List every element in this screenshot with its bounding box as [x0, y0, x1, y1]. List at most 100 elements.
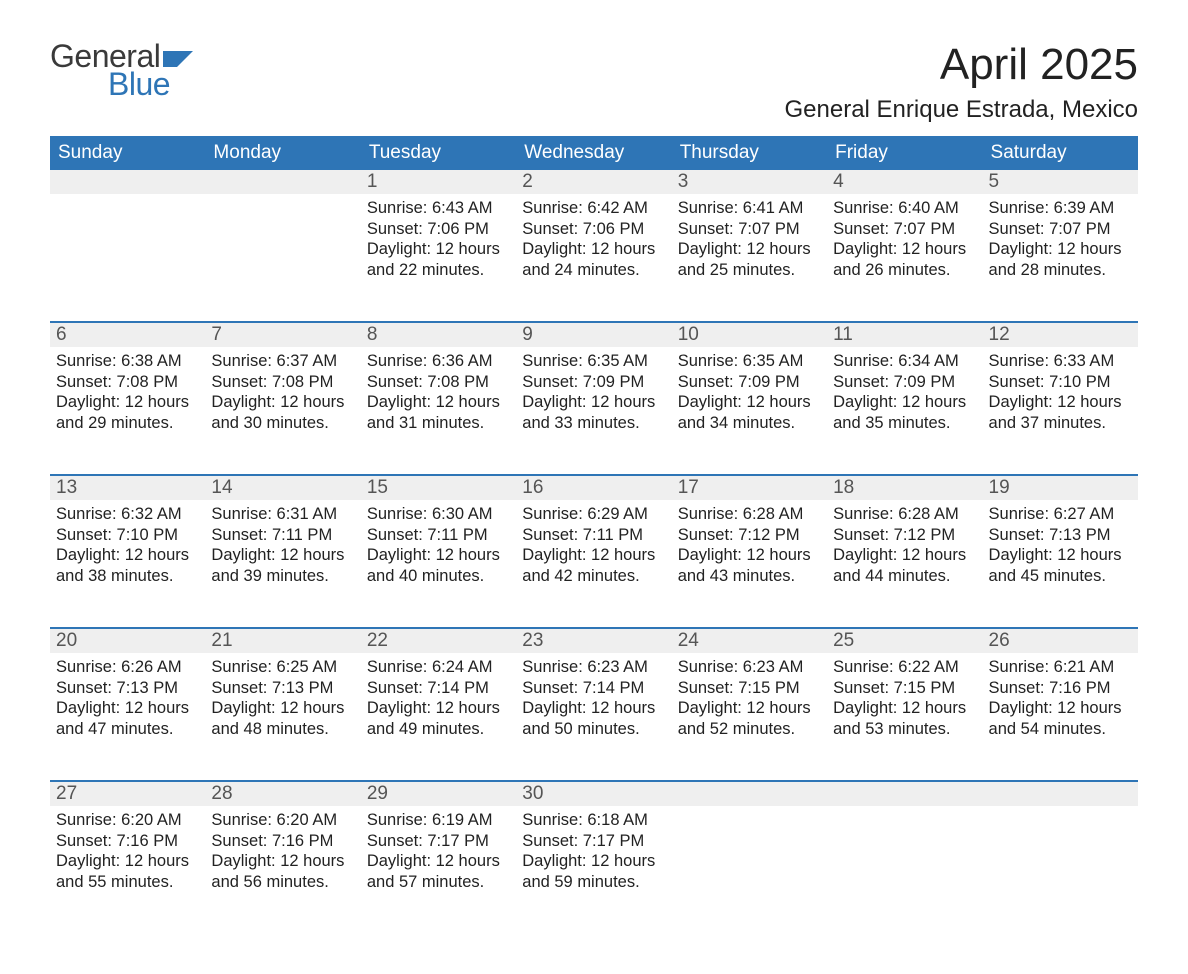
daylight-line: Daylight: 12 hours: [833, 698, 976, 719]
day-number-cell: 7: [205, 323, 360, 347]
day-content: Sunrise: 6:27 AMSunset: 7:13 PMDaylight:…: [983, 500, 1138, 591]
sunrise-line: Sunrise: 6:35 AM: [678, 351, 821, 372]
daylight-line: and 38 minutes.: [56, 566, 199, 587]
sunrise-line: Sunrise: 6:18 AM: [522, 810, 665, 831]
daylight-line: and 54 minutes.: [989, 719, 1132, 740]
day-number-cell: [205, 170, 360, 194]
daylight-line: Daylight: 12 hours: [678, 698, 821, 719]
daylight-line: Daylight: 12 hours: [367, 239, 510, 260]
sunset-line: Sunset: 7:08 PM: [211, 372, 354, 393]
weekday-header: Wednesday: [516, 136, 671, 170]
weekday-header: Thursday: [672, 136, 827, 170]
daylight-line: Daylight: 12 hours: [989, 392, 1132, 413]
daylight-line: Daylight: 12 hours: [833, 392, 976, 413]
day-content: Sunrise: 6:29 AMSunset: 7:11 PMDaylight:…: [516, 500, 671, 591]
daylight-line: and 47 minutes.: [56, 719, 199, 740]
day-cell: Sunrise: 6:35 AMSunset: 7:09 PMDaylight:…: [672, 347, 827, 475]
weekday-header: Friday: [827, 136, 982, 170]
daylight-line: and 59 minutes.: [522, 872, 665, 893]
day-content-row: Sunrise: 6:43 AMSunset: 7:06 PMDaylight:…: [50, 194, 1138, 322]
day-content: Sunrise: 6:22 AMSunset: 7:15 PMDaylight:…: [827, 653, 982, 744]
day-content: Sunrise: 6:35 AMSunset: 7:09 PMDaylight:…: [672, 347, 827, 438]
daylight-line: Daylight: 12 hours: [522, 545, 665, 566]
day-cell: Sunrise: 6:30 AMSunset: 7:11 PMDaylight:…: [361, 500, 516, 628]
daylight-line: Daylight: 12 hours: [367, 851, 510, 872]
sunrise-line: Sunrise: 6:20 AM: [211, 810, 354, 831]
day-cell: Sunrise: 6:23 AMSunset: 7:15 PMDaylight:…: [672, 653, 827, 781]
day-cell: Sunrise: 6:43 AMSunset: 7:06 PMDaylight:…: [361, 194, 516, 322]
day-content: Sunrise: 6:33 AMSunset: 7:10 PMDaylight:…: [983, 347, 1138, 438]
daylight-line: and 53 minutes.: [833, 719, 976, 740]
day-content: Sunrise: 6:42 AMSunset: 7:06 PMDaylight:…: [516, 194, 671, 285]
sunrise-line: Sunrise: 6:26 AM: [56, 657, 199, 678]
day-cell: [50, 194, 205, 322]
day-number-cell: 25: [827, 629, 982, 653]
sunset-line: Sunset: 7:13 PM: [56, 678, 199, 699]
daylight-line: Daylight: 12 hours: [211, 392, 354, 413]
daylight-line: Daylight: 12 hours: [367, 545, 510, 566]
daylight-line: and 40 minutes.: [367, 566, 510, 587]
sunset-line: Sunset: 7:14 PM: [367, 678, 510, 699]
day-cell: Sunrise: 6:38 AMSunset: 7:08 PMDaylight:…: [50, 347, 205, 475]
daylight-line: Daylight: 12 hours: [211, 545, 354, 566]
day-cell: Sunrise: 6:39 AMSunset: 7:07 PMDaylight:…: [983, 194, 1138, 322]
sunrise-line: Sunrise: 6:21 AM: [989, 657, 1132, 678]
daylight-line: and 22 minutes.: [367, 260, 510, 281]
day-content: Sunrise: 6:36 AMSunset: 7:08 PMDaylight:…: [361, 347, 516, 438]
day-cell: [983, 806, 1138, 934]
day-number-cell: 17: [672, 476, 827, 500]
daylight-line: Daylight: 12 hours: [56, 851, 199, 872]
day-number-cell: 9: [516, 323, 671, 347]
day-cell: Sunrise: 6:18 AMSunset: 7:17 PMDaylight:…: [516, 806, 671, 934]
header: General Blue April 2025 General Enrique …: [50, 40, 1138, 124]
day-content: Sunrise: 6:32 AMSunset: 7:10 PMDaylight:…: [50, 500, 205, 591]
day-cell: Sunrise: 6:28 AMSunset: 7:12 PMDaylight:…: [827, 500, 982, 628]
sunset-line: Sunset: 7:10 PM: [56, 525, 199, 546]
day-cell: Sunrise: 6:21 AMSunset: 7:16 PMDaylight:…: [983, 653, 1138, 781]
day-number-cell: 23: [516, 629, 671, 653]
day-cell: Sunrise: 6:41 AMSunset: 7:07 PMDaylight:…: [672, 194, 827, 322]
weekday-header: Tuesday: [361, 136, 516, 170]
sunset-line: Sunset: 7:07 PM: [989, 219, 1132, 240]
day-content-row: Sunrise: 6:38 AMSunset: 7:08 PMDaylight:…: [50, 347, 1138, 475]
sunrise-line: Sunrise: 6:24 AM: [367, 657, 510, 678]
day-cell: Sunrise: 6:19 AMSunset: 7:17 PMDaylight:…: [361, 806, 516, 934]
day-number-row: 27282930: [50, 782, 1138, 806]
daylight-line: and 28 minutes.: [989, 260, 1132, 281]
day-content: Sunrise: 6:43 AMSunset: 7:06 PMDaylight:…: [361, 194, 516, 285]
daylight-line: Daylight: 12 hours: [678, 392, 821, 413]
sunset-line: Sunset: 7:16 PM: [56, 831, 199, 852]
day-content-row: Sunrise: 6:20 AMSunset: 7:16 PMDaylight:…: [50, 806, 1138, 934]
day-cell: Sunrise: 6:22 AMSunset: 7:15 PMDaylight:…: [827, 653, 982, 781]
sunset-line: Sunset: 7:11 PM: [522, 525, 665, 546]
day-cell: Sunrise: 6:20 AMSunset: 7:16 PMDaylight:…: [50, 806, 205, 934]
daylight-line: and 50 minutes.: [522, 719, 665, 740]
sunrise-line: Sunrise: 6:23 AM: [522, 657, 665, 678]
day-number-cell: [50, 170, 205, 194]
sunrise-line: Sunrise: 6:35 AM: [522, 351, 665, 372]
day-content: Sunrise: 6:25 AMSunset: 7:13 PMDaylight:…: [205, 653, 360, 744]
daylight-line: Daylight: 12 hours: [56, 545, 199, 566]
sunset-line: Sunset: 7:13 PM: [989, 525, 1132, 546]
day-cell: Sunrise: 6:20 AMSunset: 7:16 PMDaylight:…: [205, 806, 360, 934]
daylight-line: and 29 minutes.: [56, 413, 199, 434]
sunset-line: Sunset: 7:12 PM: [678, 525, 821, 546]
daylight-line: Daylight: 12 hours: [522, 392, 665, 413]
daylight-line: Daylight: 12 hours: [211, 851, 354, 872]
day-content: Sunrise: 6:26 AMSunset: 7:13 PMDaylight:…: [50, 653, 205, 744]
daylight-line: Daylight: 12 hours: [367, 392, 510, 413]
calendar-document: General Blue April 2025 General Enrique …: [0, 0, 1188, 974]
day-number-cell: 12: [983, 323, 1138, 347]
daylight-line: Daylight: 12 hours: [678, 545, 821, 566]
day-number-cell: 30: [516, 782, 671, 806]
daylight-line: and 37 minutes.: [989, 413, 1132, 434]
sunrise-line: Sunrise: 6:38 AM: [56, 351, 199, 372]
daylight-line: Daylight: 12 hours: [56, 698, 199, 719]
sunset-line: Sunset: 7:06 PM: [522, 219, 665, 240]
day-number-cell: 19: [983, 476, 1138, 500]
day-cell: Sunrise: 6:31 AMSunset: 7:11 PMDaylight:…: [205, 500, 360, 628]
sunrise-line: Sunrise: 6:22 AM: [833, 657, 976, 678]
sunset-line: Sunset: 7:12 PM: [833, 525, 976, 546]
day-cell: [205, 194, 360, 322]
sunrise-line: Sunrise: 6:42 AM: [522, 198, 665, 219]
